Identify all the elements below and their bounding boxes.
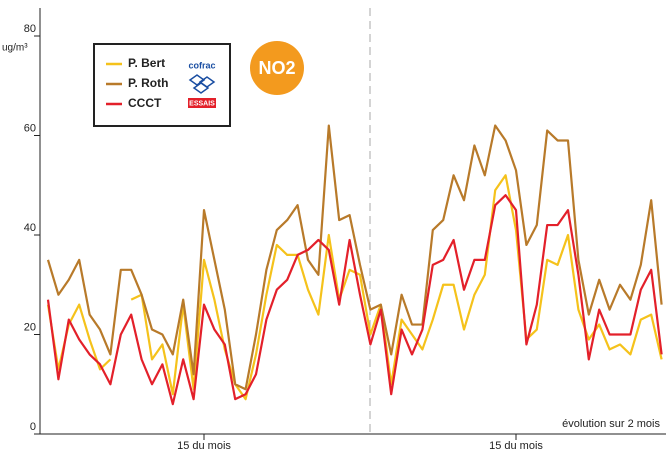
legend-label: CCCT	[128, 96, 162, 110]
logo: cofrac ESSAIS	[188, 60, 216, 108]
y-tick-label: 60	[24, 122, 36, 134]
logo-top: cofrac	[188, 60, 215, 70]
series-line	[46, 174, 663, 401]
logo-bottom: ESSAIS	[189, 100, 215, 107]
y-unit: ug/m³	[2, 43, 28, 54]
y-tick-label: 40	[24, 222, 36, 234]
x-tick-label: 15 du mois	[177, 440, 231, 452]
y-tick-label: 20	[24, 321, 36, 333]
annotation: évolution sur 2 mois	[562, 418, 660, 430]
series-line	[46, 194, 663, 406]
series-line	[46, 124, 663, 391]
x-tick-label: 15 du mois	[489, 440, 543, 452]
legend-label: P. Roth	[128, 76, 168, 90]
legend-label: P. Bert	[128, 56, 165, 70]
y-tick-label: 80	[24, 23, 36, 35]
badge	[250, 41, 304, 95]
badge-text: NO2	[258, 58, 295, 78]
y-tick-label: 0	[30, 421, 36, 433]
